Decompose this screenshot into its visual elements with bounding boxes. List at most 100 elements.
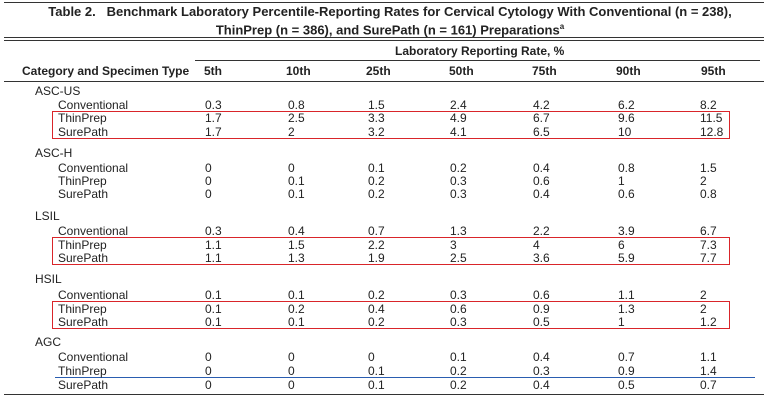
category-label: HSIL bbox=[35, 272, 62, 286]
cell-value: 0.8 bbox=[618, 161, 635, 175]
rule bbox=[4, 37, 764, 38]
cell-value: 0.5 bbox=[533, 315, 550, 329]
specimen-type: ThinPrep bbox=[58, 174, 107, 188]
cell-value: 0.1 bbox=[205, 288, 222, 302]
cell-value: 0.8 bbox=[700, 187, 717, 201]
column-header: 10th bbox=[286, 64, 311, 78]
specimen-type: SurePath bbox=[58, 187, 109, 201]
specimen-type: ThinPrep bbox=[58, 111, 107, 125]
cell-value: 0 bbox=[288, 378, 295, 392]
cell-value: 11.5 bbox=[700, 111, 723, 125]
cell-value: 1 bbox=[618, 174, 625, 188]
cell-value: 0 bbox=[205, 174, 212, 188]
column-header: 90th bbox=[616, 64, 641, 78]
cell-value: 0.1 bbox=[368, 161, 385, 175]
table-label: Table 2. bbox=[48, 4, 96, 19]
cell-value: 1.2 bbox=[700, 315, 717, 329]
specimen-type: SurePath bbox=[58, 315, 109, 329]
specimen-type: SurePath bbox=[58, 125, 109, 139]
cell-value: 0.8 bbox=[288, 98, 305, 112]
cell-value: 0.2 bbox=[450, 378, 467, 392]
column-header: Category and Specimen Type bbox=[22, 64, 190, 78]
cell-value: 2.4 bbox=[450, 98, 467, 112]
cell-value: 0.1 bbox=[450, 350, 467, 364]
specimen-type: Conventional bbox=[58, 288, 129, 302]
specimen-type: ThinPrep bbox=[58, 302, 107, 316]
cell-value: 1.5 bbox=[368, 98, 385, 112]
cell-value: 0.3 bbox=[450, 288, 467, 302]
specimen-type: Conventional bbox=[58, 350, 129, 364]
category-label: LSIL bbox=[35, 209, 60, 223]
cell-value: 2 bbox=[700, 288, 707, 302]
cell-value: 0.3 bbox=[450, 174, 467, 188]
rule bbox=[4, 394, 764, 395]
cell-value: 1.1 bbox=[618, 288, 635, 302]
specimen-type: ThinPrep bbox=[58, 364, 107, 378]
cell-value: 0 bbox=[368, 350, 375, 364]
cell-value: 2 bbox=[700, 174, 707, 188]
cell-value: 0.4 bbox=[533, 378, 550, 392]
rule bbox=[4, 2, 764, 3]
cell-value: 4.9 bbox=[450, 111, 467, 125]
column-header: 5th bbox=[204, 64, 222, 78]
rule bbox=[195, 60, 760, 61]
cell-value: 1.1 bbox=[205, 238, 222, 252]
cell-value: 0.1 bbox=[288, 315, 305, 329]
cell-value: 4 bbox=[533, 238, 540, 252]
footnote-marker: a bbox=[559, 22, 565, 31]
cell-value: 0.2 bbox=[368, 315, 385, 329]
cell-value: 5.9 bbox=[618, 251, 635, 265]
cell-value: 0 bbox=[288, 161, 295, 175]
cell-value: 0.3 bbox=[450, 187, 467, 201]
cell-value: 0.3 bbox=[533, 364, 550, 378]
cell-value: 0.4 bbox=[533, 350, 550, 364]
cell-value: 6.7 bbox=[700, 224, 717, 238]
cell-value: 8.2 bbox=[700, 98, 717, 112]
cell-value: 1.4 bbox=[700, 364, 717, 378]
cell-value: 0.7 bbox=[618, 350, 635, 364]
cell-value: 0 bbox=[288, 350, 295, 364]
cell-value: 0 bbox=[288, 364, 295, 378]
table-title: Table 2. Benchmark Laboratory Percentile… bbox=[40, 4, 740, 37]
cell-value: 3.6 bbox=[533, 251, 550, 265]
column-header: 25th bbox=[366, 64, 391, 78]
cell-value: 6.2 bbox=[618, 98, 635, 112]
cell-value: 7.3 bbox=[700, 238, 717, 252]
cell-value: 0.7 bbox=[368, 224, 385, 238]
cell-value: 0.3 bbox=[205, 98, 222, 112]
cell-value: 1.1 bbox=[700, 350, 717, 364]
cell-value: 0.6 bbox=[533, 174, 550, 188]
cell-value: 4.1 bbox=[450, 125, 467, 139]
cell-value: 3 bbox=[450, 238, 457, 252]
cell-value: 3.3 bbox=[368, 111, 385, 125]
cell-value: 2.2 bbox=[368, 238, 385, 252]
highlight-box bbox=[52, 111, 730, 139]
cell-value: 10 bbox=[618, 125, 632, 139]
cell-value: 0 bbox=[205, 378, 212, 392]
cell-value: 0.4 bbox=[533, 161, 550, 175]
cell-value: 0.1 bbox=[288, 174, 305, 188]
cell-value: 0.6 bbox=[450, 302, 467, 316]
cell-value: 2.2 bbox=[533, 224, 550, 238]
cell-value: 0.2 bbox=[368, 288, 385, 302]
cell-value: 0.3 bbox=[450, 315, 467, 329]
cell-value: 0.1 bbox=[368, 364, 385, 378]
specimen-type: Conventional bbox=[58, 161, 129, 175]
cell-value: 1.3 bbox=[450, 224, 467, 238]
cell-value: 0.5 bbox=[618, 378, 635, 392]
cell-value: 1 bbox=[618, 315, 625, 329]
rule bbox=[4, 81, 764, 82]
cell-value: 1.3 bbox=[618, 302, 635, 316]
cell-value: 0.2 bbox=[450, 161, 467, 175]
highlight-box bbox=[52, 237, 730, 265]
cell-value: 0.1 bbox=[205, 302, 222, 316]
cell-value: 0.2 bbox=[368, 187, 385, 201]
category-label: ASC-H bbox=[35, 146, 73, 160]
cell-value: 0.4 bbox=[533, 187, 550, 201]
cell-value: 1.9 bbox=[368, 251, 385, 265]
cell-value: 0.2 bbox=[368, 174, 385, 188]
column-header: 95th bbox=[701, 64, 726, 78]
column-header: 75th bbox=[532, 64, 557, 78]
cell-value: 2 bbox=[700, 302, 707, 316]
